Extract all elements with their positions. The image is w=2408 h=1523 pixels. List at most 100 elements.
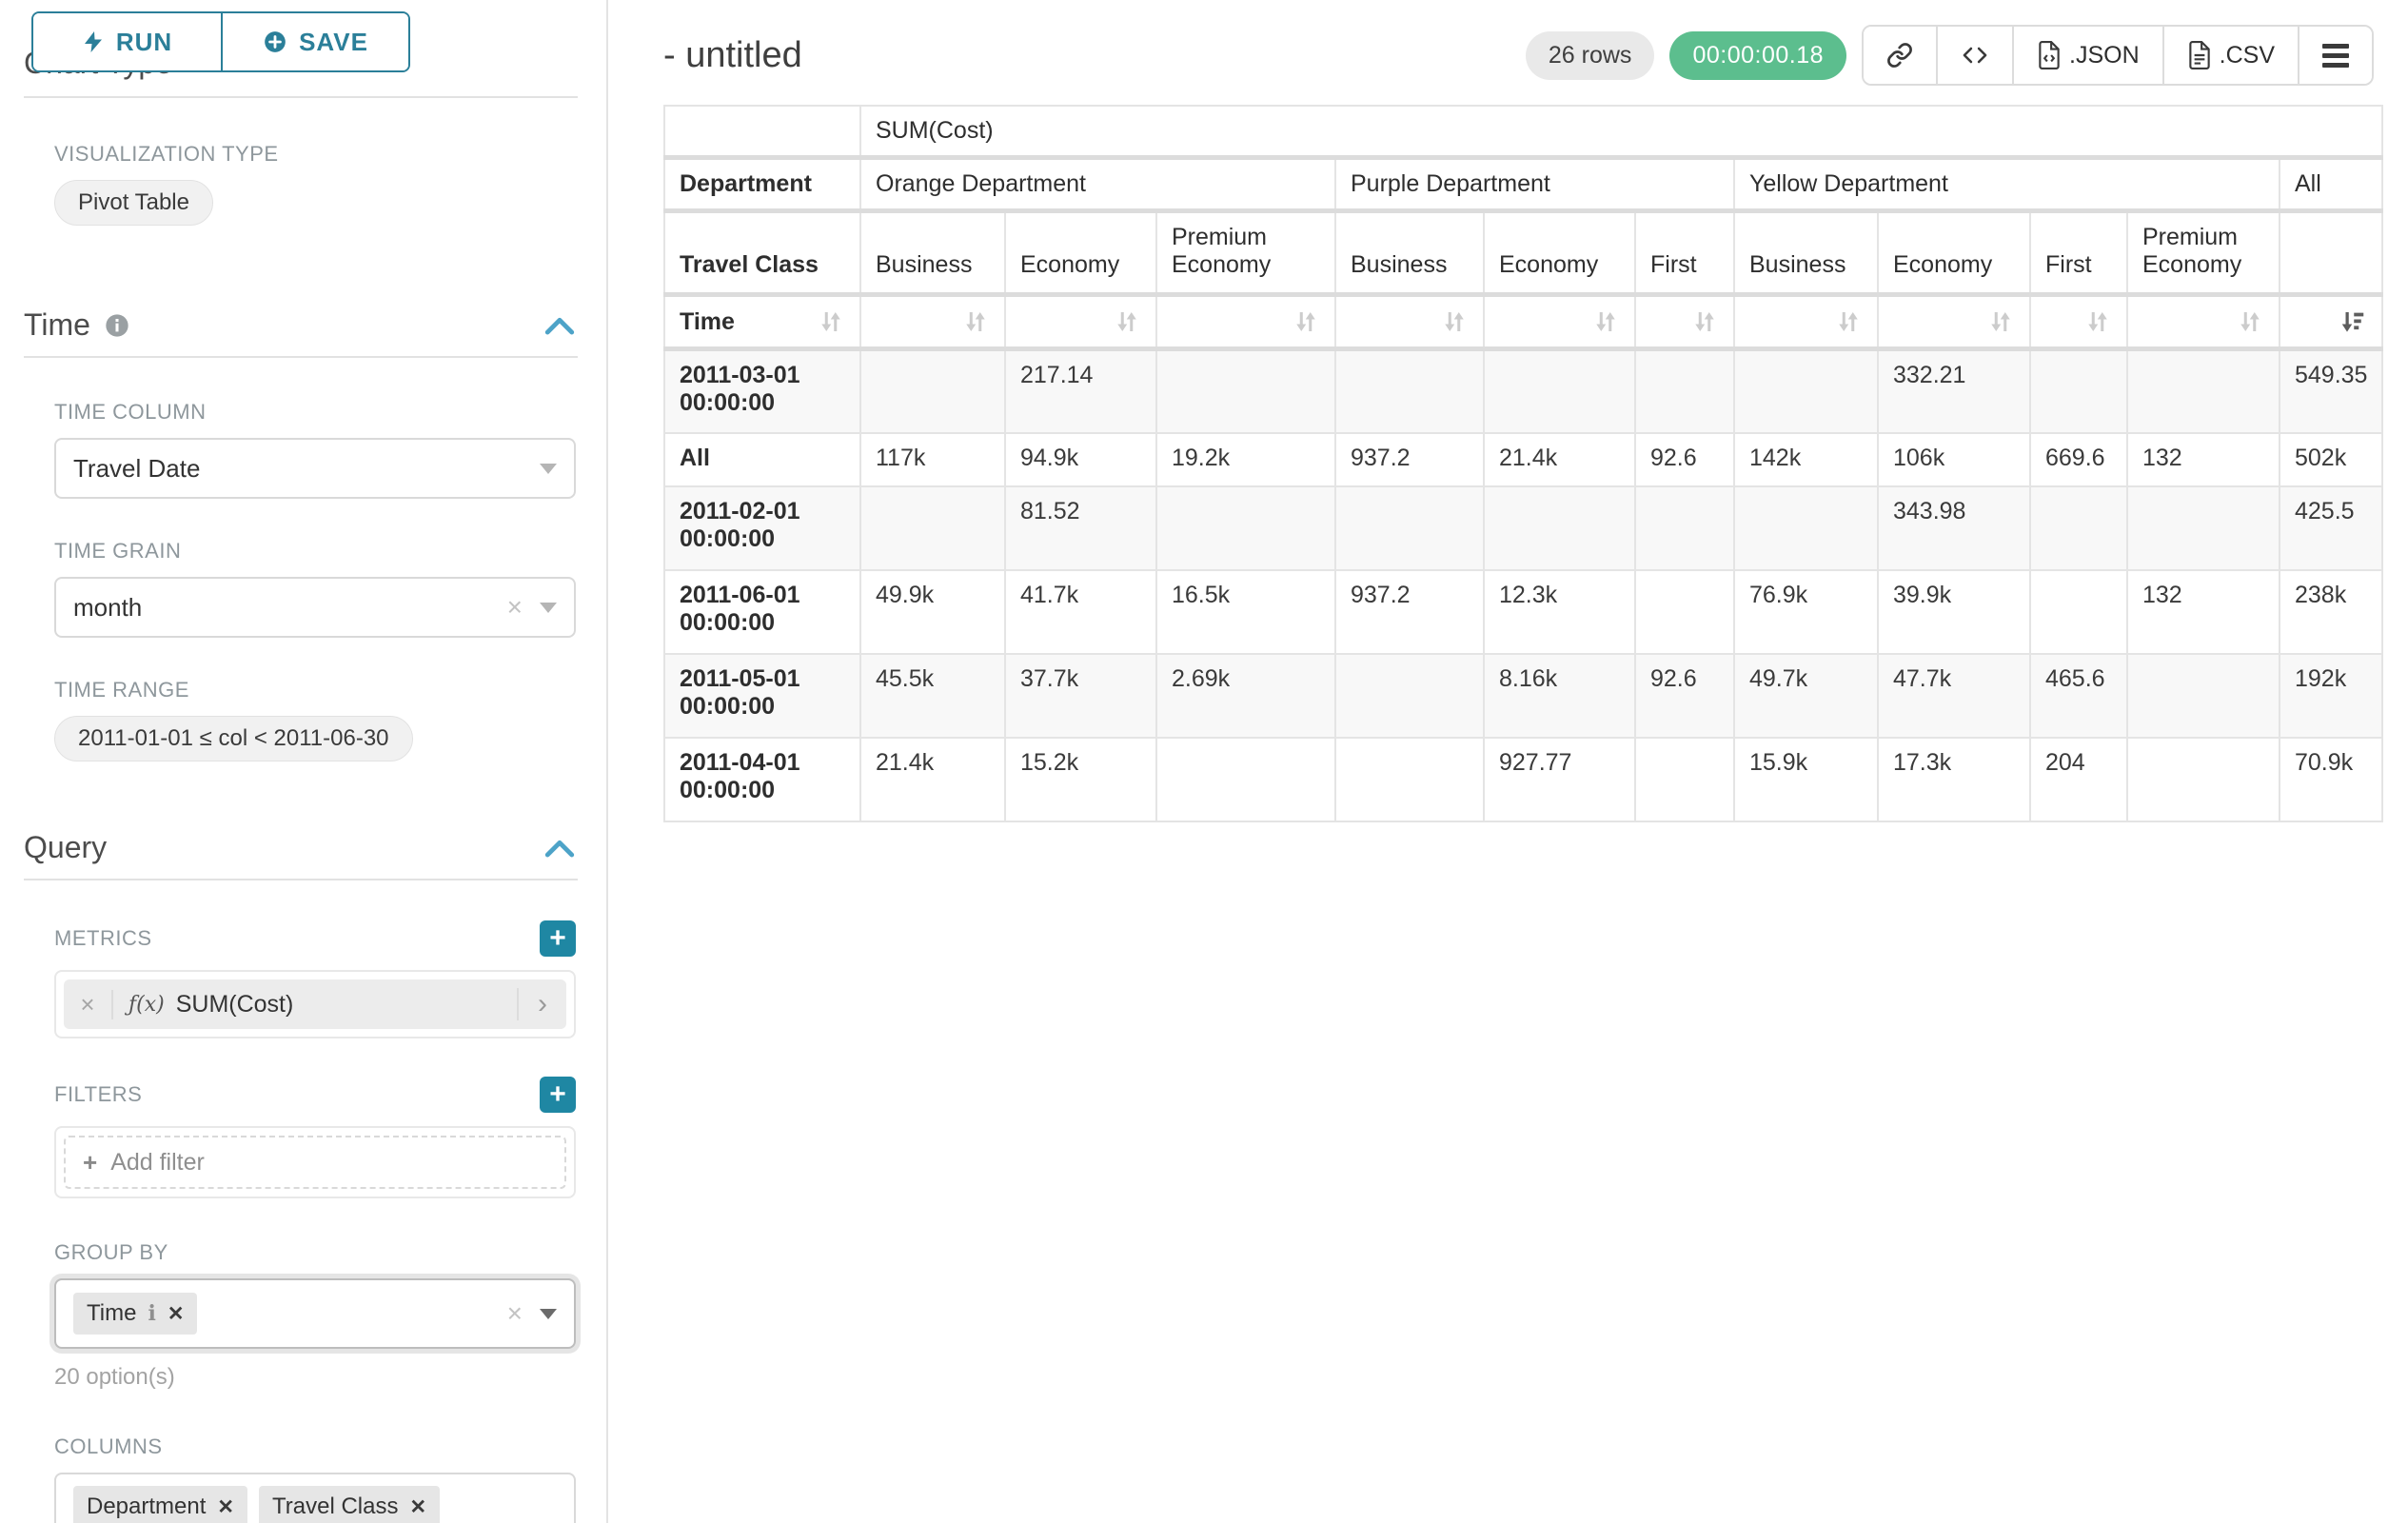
group-by-label: GROUP BY bbox=[54, 1240, 168, 1264]
columns-select[interactable]: Department✕Travel Class✕ × bbox=[54, 1473, 576, 1523]
travel-class-header: First bbox=[1634, 209, 1735, 297]
value-cell: 49.9k bbox=[859, 568, 1006, 655]
run-button[interactable]: RUN bbox=[33, 13, 221, 70]
section-divider bbox=[24, 879, 578, 880]
columns-label: COLUMNS bbox=[54, 1434, 163, 1458]
selected-option-chip[interactable]: Travel Class ✕ bbox=[259, 1486, 441, 1523]
sort-icon[interactable] bbox=[2236, 307, 2264, 336]
clear-icon[interactable]: × bbox=[506, 1298, 523, 1328]
table-row: 2011-05-01 00:00:00 45.5k 37.7k 2.69k 8.16k 9… bbox=[663, 652, 2384, 739]
remove-chip-icon[interactable]: ✕ bbox=[167, 1302, 185, 1325]
time-grain-select[interactable]: month × bbox=[54, 577, 576, 638]
row-time-label: 2011-04-01 00:00:00 bbox=[663, 736, 861, 822]
table-row: 2011-06-01 00:00:00 49.9k 41.7k 16.5k 937.2 1… bbox=[663, 568, 2384, 655]
value-cell: 117k bbox=[859, 431, 1006, 487]
value-cell bbox=[1634, 485, 1735, 571]
value-cell: 19.2k bbox=[1155, 431, 1336, 487]
time-section-heading: Time bbox=[24, 307, 130, 343]
section-divider bbox=[24, 96, 578, 98]
copy-link-button[interactable] bbox=[1864, 27, 1937, 84]
export-csv-label: .CSV bbox=[2219, 41, 2275, 69]
sort-icon[interactable] bbox=[1440, 307, 1469, 336]
value-cell: 92.6 bbox=[1634, 431, 1735, 487]
embed-code-button[interactable] bbox=[1936, 27, 2013, 84]
collapse-query-section-chevron[interactable] bbox=[543, 838, 576, 859]
column-sort-cell[interactable] bbox=[859, 293, 1006, 351]
value-cell: 37.7k bbox=[1004, 652, 1157, 739]
info-icon[interactable]: i bbox=[148, 1301, 156, 1326]
sort-icon[interactable] bbox=[1591, 307, 1620, 336]
value-cell: 132 bbox=[2126, 431, 2280, 487]
save-button[interactable]: SAVE bbox=[221, 13, 408, 70]
add-metric-button[interactable]: + bbox=[540, 920, 576, 957]
sort-icon[interactable] bbox=[817, 307, 845, 336]
value-cell: 549.35 bbox=[2278, 347, 2384, 434]
sort-icon[interactable] bbox=[961, 307, 990, 336]
pivot-table: SUM(Cost) Department Orange Department Purp… bbox=[663, 105, 2384, 822]
value-cell bbox=[2126, 347, 2280, 434]
collapse-time-section-chevron[interactable] bbox=[543, 315, 576, 336]
value-cell bbox=[2126, 652, 2280, 739]
sort-icon[interactable] bbox=[1292, 307, 1320, 336]
value-cell: 332.21 bbox=[1877, 347, 2031, 434]
add-filter-button[interactable]: + Add filter bbox=[64, 1136, 566, 1189]
remove-metric-icon[interactable]: × bbox=[64, 989, 113, 1019]
time-grain-value: month bbox=[73, 592, 143, 622]
plus-circle-icon bbox=[263, 30, 287, 54]
value-cell bbox=[2029, 347, 2128, 434]
value-cell bbox=[2029, 568, 2128, 655]
export-json-button[interactable]: .JSON bbox=[2012, 27, 2162, 84]
column-sort-cell[interactable] bbox=[1334, 293, 1485, 351]
value-cell: 17.3k bbox=[1877, 736, 2031, 822]
column-sort-cell[interactable] bbox=[1634, 293, 1735, 351]
value-cell: 937.2 bbox=[1334, 568, 1485, 655]
time-sort-cell[interactable]: Time bbox=[663, 293, 861, 351]
sort-icon[interactable] bbox=[2083, 307, 2112, 336]
chart-title[interactable]: - untitled bbox=[663, 34, 802, 75]
column-sort-cell[interactable] bbox=[1733, 293, 1879, 351]
time-range-pill[interactable]: 2011-01-01 ≤ col < 2011-06-30 bbox=[54, 716, 413, 762]
column-sort-cell[interactable] bbox=[1155, 293, 1336, 351]
remove-chip-icon[interactable]: ✕ bbox=[217, 1495, 234, 1518]
metric-chip[interactable]: × ƒ(x) SUM(Cost) › bbox=[64, 979, 566, 1029]
time-column-label: TIME COLUMN bbox=[54, 400, 207, 424]
chevron-right-icon[interactable]: › bbox=[517, 988, 566, 1020]
all-column-sort-cell[interactable] bbox=[2278, 293, 2384, 351]
travel-class-header: Economy bbox=[1483, 209, 1636, 297]
selected-option-chip[interactable]: Department ✕ bbox=[73, 1486, 247, 1523]
sort-icon[interactable] bbox=[1113, 307, 1141, 336]
chevron-down-icon[interactable] bbox=[540, 463, 557, 474]
value-cell: 192k bbox=[2278, 652, 2384, 739]
visualization-type-pill[interactable]: Pivot Table bbox=[54, 180, 213, 226]
group-by-select[interactable]: Time i ✕ × bbox=[54, 1278, 576, 1349]
column-sort-cell[interactable] bbox=[1877, 293, 2031, 351]
export-csv-button[interactable]: .CSV bbox=[2161, 27, 2298, 84]
clear-icon[interactable]: × bbox=[506, 592, 523, 622]
travel-class-header: Economy bbox=[1004, 209, 1157, 297]
sort-descending-icon[interactable] bbox=[2339, 307, 2367, 336]
remove-chip-icon[interactable]: ✕ bbox=[409, 1495, 427, 1518]
lightning-bolt-icon bbox=[82, 29, 105, 55]
time-column-select[interactable]: Travel Date bbox=[54, 438, 576, 499]
column-sort-cell[interactable] bbox=[1004, 293, 1157, 351]
add-filter-plus-button[interactable]: + bbox=[540, 1077, 576, 1113]
menu-button[interactable] bbox=[2298, 27, 2372, 84]
chevron-down-icon[interactable] bbox=[540, 602, 557, 613]
travel-class-header: First bbox=[2029, 209, 2128, 297]
value-cell: 465.6 bbox=[2029, 652, 2128, 739]
column-sort-cell[interactable] bbox=[2029, 293, 2128, 351]
selected-option-chip[interactable]: Time i ✕ bbox=[73, 1293, 198, 1335]
sort-icon[interactable] bbox=[1834, 307, 1863, 336]
department-group-header: Purple Department bbox=[1334, 156, 1735, 213]
value-cell bbox=[1155, 485, 1336, 571]
column-sort-cell[interactable] bbox=[1483, 293, 1636, 351]
pivot-table-container: SUM(Cost) Department Orange Department Purp… bbox=[608, 105, 2408, 822]
value-cell: 21.4k bbox=[1483, 431, 1636, 487]
value-cell bbox=[1634, 736, 1735, 822]
sort-icon[interactable] bbox=[1690, 307, 1719, 336]
chevron-down-icon[interactable] bbox=[540, 1308, 557, 1319]
column-sort-cell[interactable] bbox=[2126, 293, 2280, 351]
sort-icon[interactable] bbox=[1986, 307, 2015, 336]
value-cell bbox=[1334, 347, 1485, 434]
info-icon[interactable] bbox=[104, 312, 130, 339]
